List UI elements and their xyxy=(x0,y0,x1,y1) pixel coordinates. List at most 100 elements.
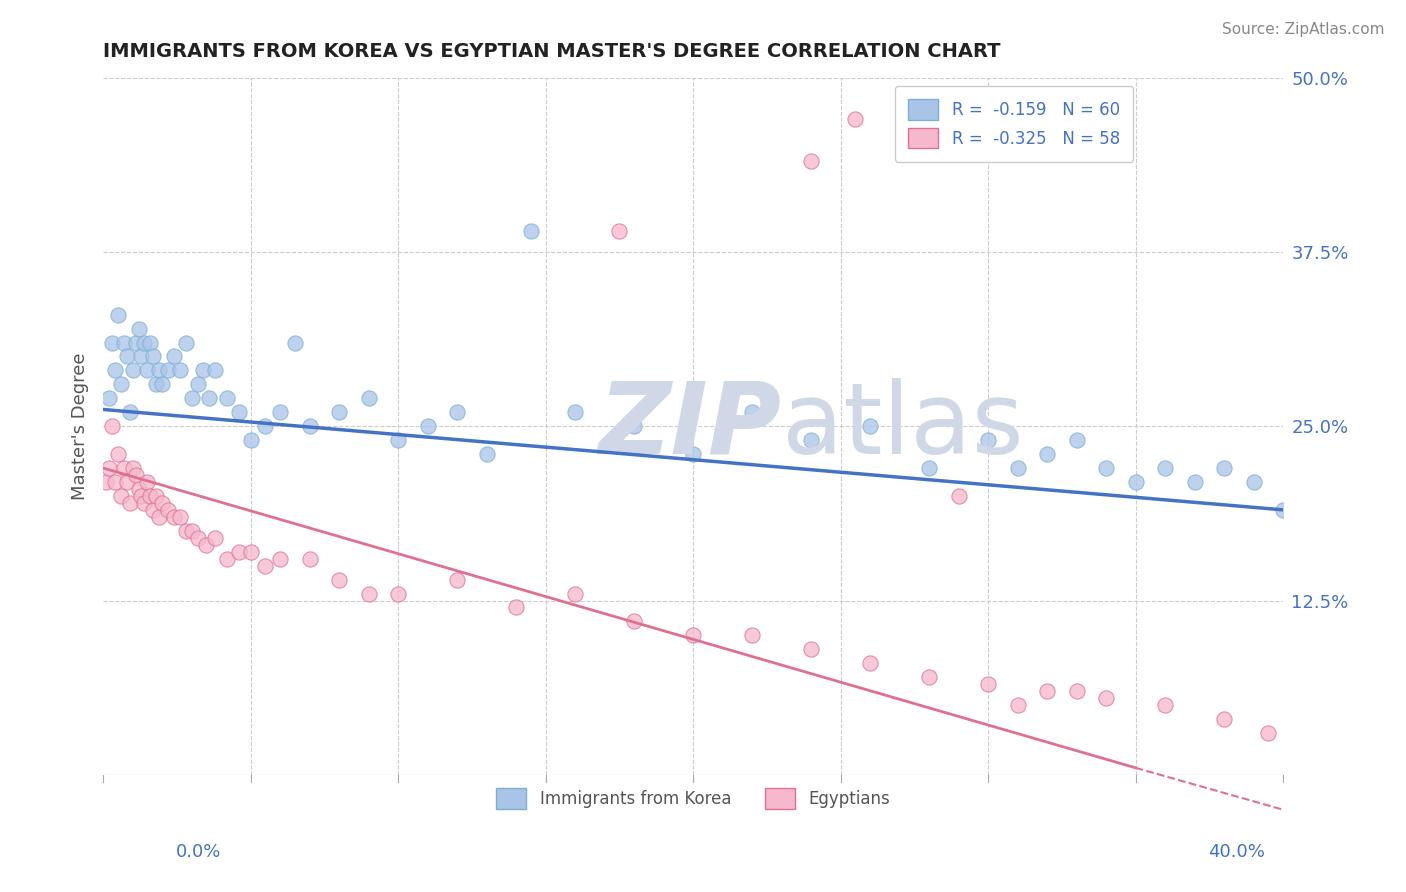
Point xyxy=(682,628,704,642)
Point xyxy=(800,433,823,447)
Point xyxy=(520,224,543,238)
Point xyxy=(1272,503,1295,517)
Point xyxy=(741,628,763,642)
Point xyxy=(124,468,146,483)
Point xyxy=(107,447,129,461)
Point xyxy=(1095,461,1118,475)
Legend: Immigrants from Korea, Egyptians: Immigrants from Korea, Egyptians xyxy=(489,781,897,815)
Point xyxy=(121,461,143,475)
Point xyxy=(859,657,882,671)
Point xyxy=(124,335,146,350)
Point xyxy=(741,405,763,419)
Point xyxy=(204,531,226,545)
Point xyxy=(186,531,208,545)
Point xyxy=(145,377,167,392)
Text: Source: ZipAtlas.com: Source: ZipAtlas.com xyxy=(1222,22,1385,37)
Point xyxy=(180,392,202,406)
Point xyxy=(215,392,238,406)
Point xyxy=(118,496,141,510)
Point xyxy=(157,363,180,377)
Point xyxy=(198,392,221,406)
Point xyxy=(1007,461,1029,475)
Point xyxy=(1036,684,1059,698)
Point xyxy=(505,600,527,615)
Point xyxy=(94,475,117,489)
Point xyxy=(148,363,170,377)
Point xyxy=(101,419,124,434)
Point xyxy=(1213,461,1236,475)
Point xyxy=(169,363,191,377)
Point xyxy=(157,503,180,517)
Point xyxy=(131,350,153,364)
Point xyxy=(564,586,586,600)
Point xyxy=(139,489,162,503)
Point xyxy=(150,496,173,510)
Point xyxy=(98,461,121,475)
Point xyxy=(977,433,1000,447)
Point xyxy=(1257,726,1279,740)
Point xyxy=(239,545,262,559)
Point xyxy=(195,538,218,552)
Point xyxy=(387,586,409,600)
Point xyxy=(416,419,439,434)
Point xyxy=(115,475,138,489)
Point xyxy=(110,377,132,392)
Point xyxy=(128,321,150,335)
Point xyxy=(115,350,138,364)
Point xyxy=(1007,698,1029,712)
Point xyxy=(148,509,170,524)
Point xyxy=(918,461,941,475)
Point xyxy=(163,509,186,524)
Point xyxy=(918,670,941,684)
Point xyxy=(269,405,291,419)
Point xyxy=(101,335,124,350)
Point xyxy=(1154,461,1177,475)
Text: 40.0%: 40.0% xyxy=(1209,843,1265,861)
Point xyxy=(269,551,291,566)
Point xyxy=(121,363,143,377)
Point xyxy=(131,489,153,503)
Point xyxy=(800,642,823,657)
Point xyxy=(446,405,468,419)
Point xyxy=(328,573,350,587)
Point xyxy=(104,475,127,489)
Point xyxy=(228,545,250,559)
Point xyxy=(844,112,866,127)
Point xyxy=(1184,475,1206,489)
Point xyxy=(254,419,277,434)
Point xyxy=(1213,712,1236,726)
Point xyxy=(298,419,321,434)
Point xyxy=(228,405,250,419)
Point xyxy=(169,509,191,524)
Point xyxy=(110,489,132,503)
Point xyxy=(1066,433,1088,447)
Point xyxy=(948,489,970,503)
Point xyxy=(186,377,208,392)
Point xyxy=(1243,475,1265,489)
Point xyxy=(134,335,156,350)
Point xyxy=(112,461,135,475)
Text: 0.0%: 0.0% xyxy=(176,843,221,861)
Point xyxy=(800,154,823,169)
Point xyxy=(977,677,1000,691)
Text: IMMIGRANTS FROM KOREA VS EGYPTIAN MASTER'S DEGREE CORRELATION CHART: IMMIGRANTS FROM KOREA VS EGYPTIAN MASTER… xyxy=(103,42,1001,61)
Point xyxy=(1066,684,1088,698)
Point xyxy=(112,335,135,350)
Point xyxy=(328,405,350,419)
Point xyxy=(180,524,202,538)
Point xyxy=(136,363,159,377)
Point xyxy=(859,419,882,434)
Point xyxy=(98,392,121,406)
Point xyxy=(134,496,156,510)
Text: atlas: atlas xyxy=(782,377,1024,475)
Point xyxy=(357,586,380,600)
Point xyxy=(193,363,215,377)
Point xyxy=(1154,698,1177,712)
Point xyxy=(564,405,586,419)
Point xyxy=(298,551,321,566)
Point xyxy=(682,447,704,461)
Point xyxy=(142,350,165,364)
Point xyxy=(254,558,277,573)
Text: ZIP: ZIP xyxy=(599,377,782,475)
Point xyxy=(136,475,159,489)
